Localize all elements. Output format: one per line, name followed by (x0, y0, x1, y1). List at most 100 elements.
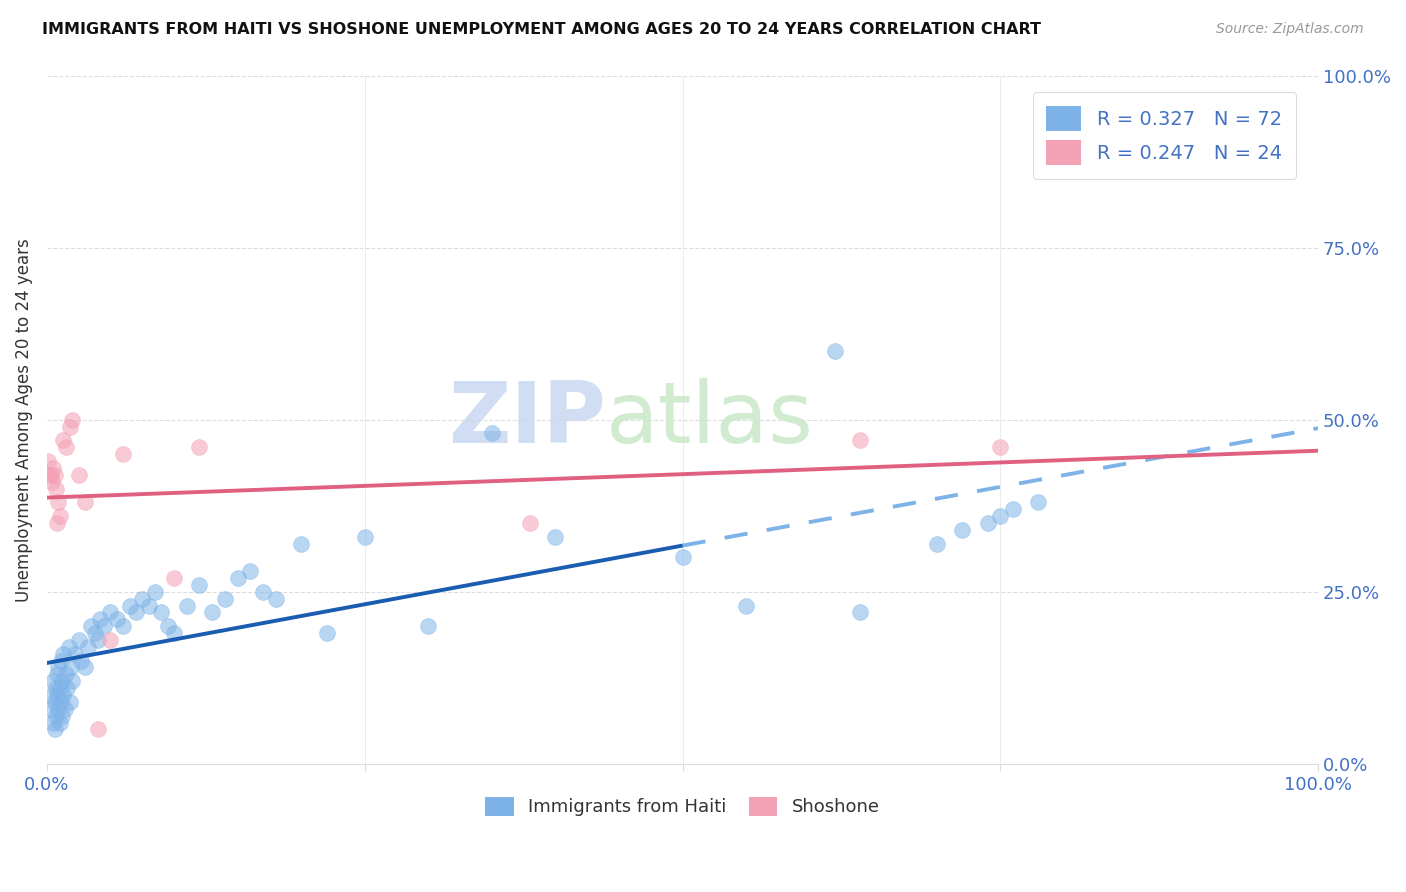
Point (41, 475, 63, 489)
Point (87, 723, 110, 737)
Point (42, 460, 65, 475)
Point (55, 667, 77, 681)
Point (849, 434, 872, 448)
Point (38, 467, 60, 482)
Point (112, 619, 135, 633)
Point (37, 454, 59, 468)
Point (214, 591, 236, 606)
Point (52, 647, 75, 661)
Point (67, 632, 90, 647)
Point (46, 516, 69, 530)
Point (315, 626, 337, 640)
Point (56, 681, 79, 695)
Point (49, 695, 72, 709)
Point (353, 530, 375, 544)
Point (976, 516, 998, 530)
Point (105, 612, 128, 626)
Point (925, 536, 948, 550)
Point (849, 606, 872, 620)
Point (671, 550, 693, 565)
Point (70, 654, 93, 668)
Point (58, 640, 80, 654)
Point (112, 447, 135, 461)
Point (201, 606, 224, 620)
Point (46, 660, 69, 674)
Point (45, 681, 67, 695)
Point (131, 591, 153, 606)
Point (93, 619, 115, 633)
Point (55, 440, 77, 454)
Point (188, 440, 211, 454)
Point (59, 419, 82, 434)
Text: IMMIGRANTS FROM HAITI VS SHOSHONE UNEMPLOYMENT AMONG AGES 20 TO 24 YEARS CORRELA: IMMIGRANTS FROM HAITI VS SHOSHONE UNEMPL… (42, 22, 1042, 37)
Point (188, 578, 211, 592)
Point (46, 702, 69, 716)
Point (41, 688, 63, 702)
Point (52, 434, 75, 448)
Point (290, 536, 312, 550)
Point (87, 632, 110, 647)
Point (118, 599, 141, 613)
Point (264, 591, 287, 606)
Point (60, 660, 83, 674)
Point (63, 647, 86, 661)
Point (735, 599, 758, 613)
Point (226, 571, 249, 585)
Point (950, 523, 973, 537)
Point (150, 606, 173, 620)
Point (51, 708, 73, 723)
Point (44, 723, 66, 737)
Point (48, 681, 70, 695)
Point (156, 619, 179, 633)
Point (519, 516, 541, 530)
Point (73, 495, 96, 509)
Point (544, 530, 567, 544)
Point (163, 571, 186, 585)
Point (1028, 495, 1050, 509)
Point (45, 482, 67, 496)
Point (46, 688, 69, 702)
Point (39, 467, 62, 482)
Point (481, 426, 503, 441)
Y-axis label: Unemployment Among Ages 20 to 24 years: Unemployment Among Ages 20 to 24 years (15, 238, 32, 601)
Point (84, 626, 107, 640)
Point (44, 695, 66, 709)
Point (59, 695, 82, 709)
Point (100, 606, 122, 620)
Point (73, 660, 96, 674)
Point (988, 440, 1011, 454)
Point (39, 702, 62, 716)
Point (176, 599, 198, 613)
Point (53, 702, 76, 716)
Legend: Immigrants from Haiti, Shoshone: Immigrants from Haiti, Shoshone (478, 789, 887, 823)
Point (252, 584, 274, 599)
Point (1002, 502, 1025, 516)
Point (42, 674, 65, 689)
Point (988, 509, 1011, 524)
Point (44, 467, 66, 482)
Point (60, 412, 83, 426)
Text: ZIP: ZIP (449, 378, 606, 461)
Point (239, 564, 262, 578)
Point (163, 626, 186, 640)
Point (51, 674, 73, 689)
Point (48, 715, 70, 730)
Point (46, 667, 69, 681)
Point (138, 599, 160, 613)
Point (42, 715, 65, 730)
Point (52, 688, 75, 702)
Point (48, 509, 70, 524)
Point (45, 708, 67, 723)
Point (125, 606, 148, 620)
Point (143, 584, 166, 599)
Point (89, 612, 111, 626)
Point (46, 495, 69, 509)
Point (80, 619, 103, 633)
Point (76, 640, 98, 654)
Point (100, 632, 122, 647)
Point (60, 674, 83, 689)
Point (824, 343, 846, 358)
Point (67, 467, 90, 482)
Text: atlas: atlas (606, 378, 814, 461)
Text: Source: ZipAtlas.com: Source: ZipAtlas.com (1216, 22, 1364, 37)
